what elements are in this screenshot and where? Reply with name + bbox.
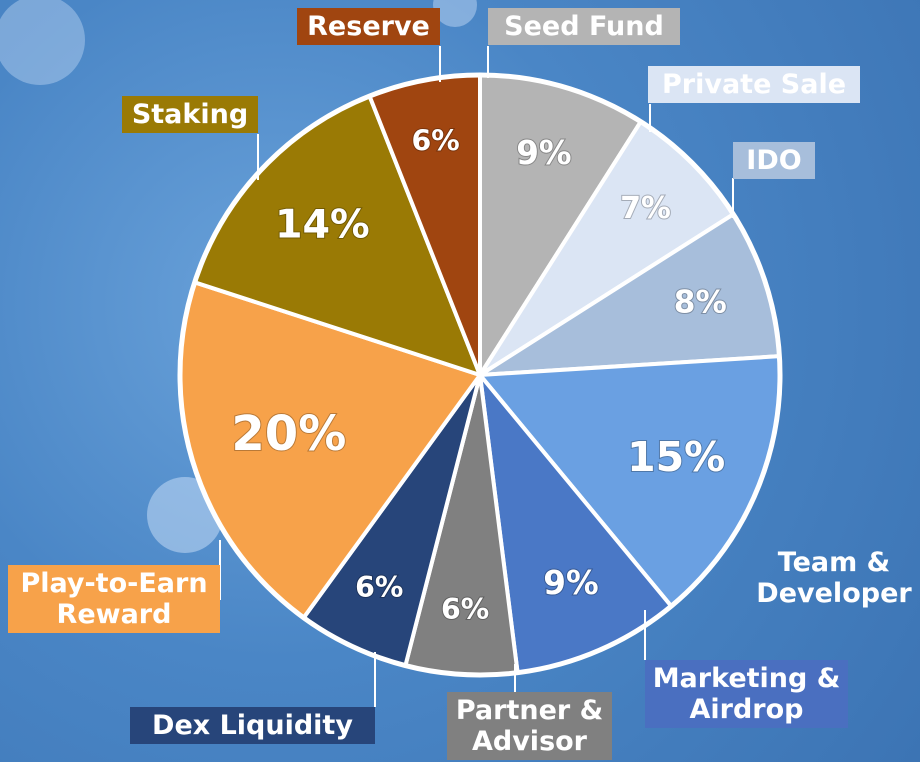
category-label: IDO [733,142,815,179]
slice-value-label: 7% [620,191,671,226]
category-label: Marketing & Airdrop [645,660,848,728]
pie: 9% 7% 8% 15% 9% 6% 6% 20% 14% 6% [177,72,783,678]
category-label: Play-to-Earn Reward [8,565,220,633]
category-label: Private Sale [648,66,860,103]
category-label: Dex Liquidity [130,707,375,744]
category-label: Staking [122,96,258,133]
pie-border [177,72,783,678]
bubble [0,0,85,85]
category-label: Seed Fund [488,8,680,45]
slice-value-label: 20% [231,406,346,462]
slice-value-label: 14% [275,201,370,247]
bubble [433,0,477,27]
category-label: Team & Developer [756,547,912,609]
slice-value-label: 15% [627,433,725,481]
slice-value-label: 8% [674,284,727,320]
leader-lines [219,46,734,707]
category-label: Reserve [297,8,440,45]
slice-value-label: 6% [412,124,460,157]
slice-value-label: 6% [355,571,403,604]
slice-value-label: 9% [516,134,571,172]
slice-value-label: 6% [441,593,489,626]
category-label: Partner & Advisor [447,692,612,760]
slice-value-label: 9% [543,564,598,602]
